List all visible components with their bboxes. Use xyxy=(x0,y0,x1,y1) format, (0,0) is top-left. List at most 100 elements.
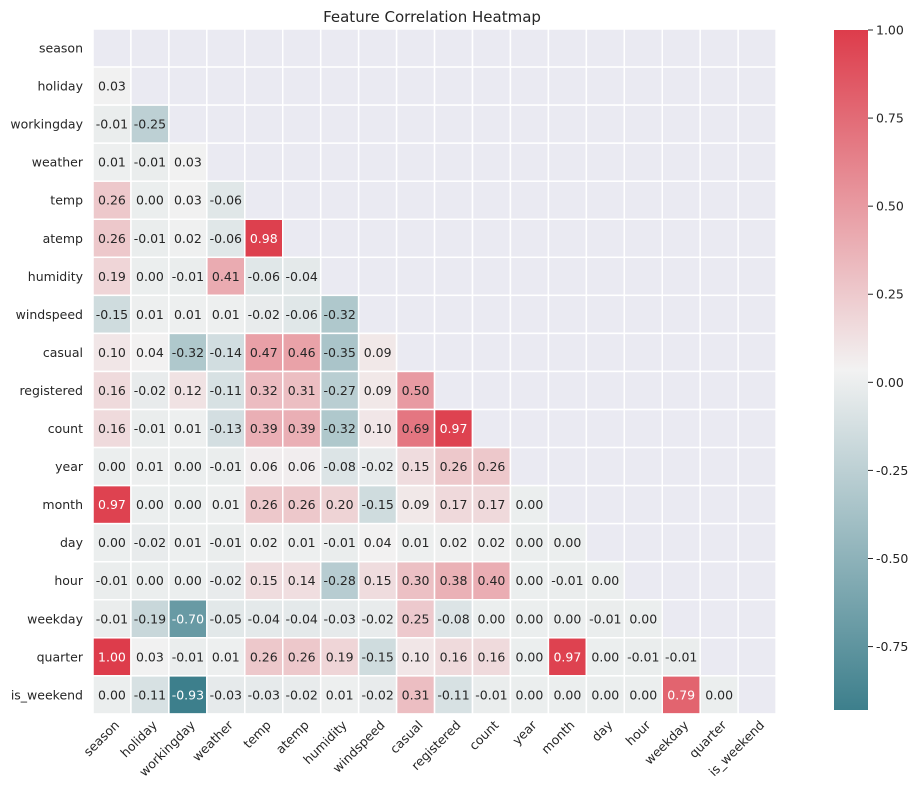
colorbar-tick-label: 0.50 xyxy=(876,199,904,214)
heatmap-cell-masked xyxy=(661,446,701,487)
heatmap-cell-value: 0.01 xyxy=(212,307,240,322)
heatmap-cell-value: -0.04 xyxy=(286,611,318,626)
heatmap-cell-masked xyxy=(737,675,777,715)
heatmap-cell-masked xyxy=(509,218,550,259)
x-tick-label: month xyxy=(538,717,577,756)
heatmap-cell-masked xyxy=(623,332,663,373)
heatmap-cell-value: 0.00 xyxy=(136,497,164,512)
heatmap-cell-masked xyxy=(471,408,512,449)
heatmap-cell-value: 0.00 xyxy=(516,649,544,664)
heatmap-cell xyxy=(357,675,398,715)
heatmap-cell-masked xyxy=(661,332,701,373)
heatmap-cell xyxy=(130,484,170,525)
y-tick-label: is_weekend xyxy=(11,687,83,702)
heatmap-cell-masked xyxy=(661,256,701,297)
heatmap-cell xyxy=(357,560,398,601)
heatmap-cell-value: 0.01 xyxy=(212,497,240,512)
heatmap-cell-value: 0.04 xyxy=(136,345,164,360)
heatmap-cell-value: -0.02 xyxy=(134,535,166,550)
heatmap-cell-masked xyxy=(661,408,701,449)
heatmap-cell xyxy=(92,104,132,144)
heatmap-cell-masked xyxy=(509,180,550,220)
heatmap-cell-value: 0.00 xyxy=(629,687,657,702)
heatmap-cell xyxy=(433,446,474,487)
heatmap-cell-value: -0.01 xyxy=(96,573,128,588)
heatmap-cell-value: 0.00 xyxy=(136,269,164,284)
heatmap-cell xyxy=(395,675,436,715)
heatmap-cell-value: 0.10 xyxy=(98,345,126,360)
y-tick-label: workingday xyxy=(10,117,83,132)
heatmap-cell-masked xyxy=(433,104,474,144)
y-tick-label: casual xyxy=(43,345,83,360)
y-tick-label: day xyxy=(60,535,84,550)
heatmap-cell-value: 0.00 xyxy=(174,573,202,588)
heatmap-cell xyxy=(92,484,132,525)
heatmap-cell-masked xyxy=(737,66,777,106)
heatmap-cell-value: 0.16 xyxy=(98,421,126,436)
heatmap-cell xyxy=(471,637,512,677)
x-tick-label: count xyxy=(466,717,502,753)
heatmap-cell-masked xyxy=(319,104,360,144)
heatmap-cell-value: -0.01 xyxy=(96,117,128,132)
heatmap-cell-masked xyxy=(206,142,246,182)
heatmap-cell-masked xyxy=(509,66,550,106)
heatmap-cell-masked xyxy=(433,180,474,220)
heatmap-cell xyxy=(395,408,436,449)
heatmap-cell-value: -0.01 xyxy=(134,421,166,436)
heatmap-cell-masked xyxy=(130,28,170,68)
heatmap-cell-value: 0.00 xyxy=(553,535,581,550)
heatmap-cell xyxy=(92,522,132,563)
colorbar-tick-labels: 1.00 0.75 0.50 0.25 0.00 -0.25 -0.50 -0.75 xyxy=(868,23,908,654)
heatmap-cell-value: 0.01 xyxy=(212,649,240,664)
heatmap-cell-masked xyxy=(661,104,701,144)
heatmap-cell-masked xyxy=(509,104,550,144)
heatmap-cell-masked xyxy=(433,370,474,411)
heatmap-cell-masked xyxy=(585,408,626,449)
chart-title: Feature Correlation Heatmap xyxy=(323,8,541,26)
heatmap-cell-value: 0.16 xyxy=(98,383,126,398)
heatmap-cell-masked xyxy=(699,256,739,297)
x-tick-label: weather xyxy=(189,717,236,764)
heatmap-cell-masked xyxy=(699,408,739,449)
heatmap-cell xyxy=(168,484,208,525)
heatmap-cell-masked xyxy=(244,142,284,182)
heatmap-cell-value: 0.39 xyxy=(250,421,278,436)
y-tick-label: season xyxy=(39,41,83,56)
heatmap-cell-value: 0.02 xyxy=(174,231,202,246)
heatmap-cell-masked xyxy=(547,142,588,182)
heatmap-cell-masked xyxy=(357,218,398,259)
heatmap-cell xyxy=(206,560,246,601)
heatmap-cell-value: -0.01 xyxy=(134,155,166,170)
heatmap-cell-masked xyxy=(395,218,436,259)
heatmap-cell-masked xyxy=(471,104,512,144)
heatmap-cell xyxy=(206,446,246,487)
heatmap-cell-masked xyxy=(661,599,701,639)
heatmap-cell xyxy=(357,446,398,487)
heatmap-cell-value: -0.19 xyxy=(134,611,166,626)
heatmap-cell-masked xyxy=(433,28,474,68)
heatmap-cell-masked xyxy=(737,560,777,601)
heatmap-cell-value: -0.32 xyxy=(172,345,204,360)
heatmap-cell-masked xyxy=(661,484,701,525)
heatmap-cell-masked xyxy=(623,256,663,297)
heatmap-cell-masked xyxy=(737,180,777,220)
heatmap-cell-value: 0.00 xyxy=(136,573,164,588)
heatmap-cell-value: 0.00 xyxy=(516,573,544,588)
heatmap-cell xyxy=(471,484,512,525)
heatmap-cell-value: 0.46 xyxy=(288,345,316,360)
heatmap-cell-masked xyxy=(661,142,701,182)
heatmap-cell-value: -0.03 xyxy=(324,611,356,626)
heatmap-cell-value: 0.19 xyxy=(98,269,126,284)
heatmap-cell-masked xyxy=(623,294,663,335)
heatmap-cell xyxy=(433,484,474,525)
heatmap-cell-masked xyxy=(547,180,588,220)
heatmap-cell-value: -0.01 xyxy=(324,535,356,550)
heatmap-cell-value: -0.70 xyxy=(172,611,204,626)
heatmap-cell xyxy=(168,294,208,335)
heatmap-cell-value: 0.00 xyxy=(516,535,544,550)
heatmap-cell-value: 0.01 xyxy=(402,535,430,550)
heatmap-cell-value: -0.03 xyxy=(210,687,242,702)
heatmap-cell-value: -0.04 xyxy=(286,269,318,284)
heatmap-cell-value: 0.00 xyxy=(591,573,619,588)
